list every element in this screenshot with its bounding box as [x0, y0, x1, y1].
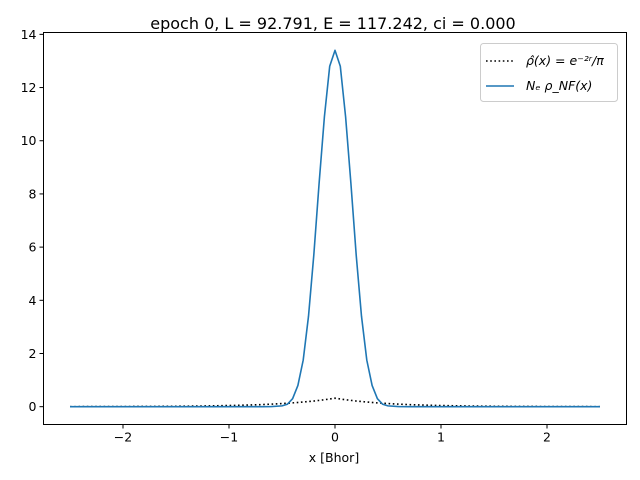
series-line-0: [69, 397, 601, 408]
x-tick-label: −2: [114, 430, 132, 445]
x-tick-label: −1: [220, 430, 238, 445]
y-tick-label: 6: [29, 240, 37, 255]
legend-box: [480, 43, 618, 102]
x-axis-label: x [Bhor]: [309, 450, 359, 465]
x-axis: −2 −1 0 1 2: [114, 424, 551, 445]
legend-label-nf: Nₑ ρ_NF(x): [526, 78, 592, 93]
y-tick-label: 0: [29, 399, 37, 414]
plot-lines: [69, 49, 601, 408]
x-tick-label: 1: [437, 430, 445, 445]
legend-label-reference: ρ̂(x) = e⁻²ʳ/π: [526, 53, 604, 68]
y-tick-label: 8: [29, 186, 37, 201]
series-line-1: [70, 49, 600, 408]
y-tick-label: 2: [29, 346, 37, 361]
y-tick-label: 12: [21, 80, 37, 95]
y-tick-label: 14: [21, 27, 37, 42]
y-axis: 0 2 4 6 8 10 12 14: [21, 27, 44, 414]
legend: ρ̂(x) = e⁻²ʳ/π Nₑ ρ_NF(x): [480, 43, 618, 102]
x-tick-label: 0: [331, 430, 339, 445]
x-tick-label: 2: [543, 430, 551, 445]
chart-title: epoch 0, L = 92.791, E = 117.242, ci = 0…: [150, 14, 515, 33]
y-tick-label: 10: [21, 133, 37, 148]
y-tick-label: 4: [29, 293, 37, 308]
